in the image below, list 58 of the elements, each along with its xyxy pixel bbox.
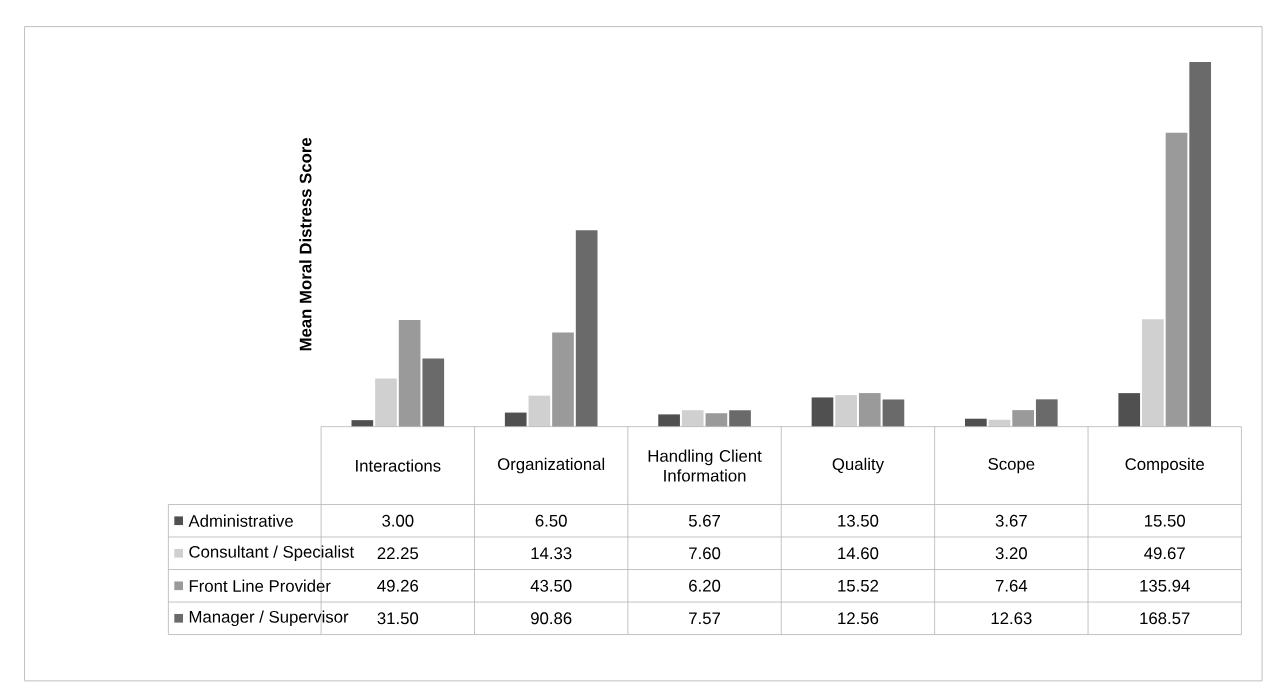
data-label: 12.63 <box>991 612 1032 625</box>
data-label: 5.67 <box>688 514 721 527</box>
data-label: 3.00 <box>382 514 414 527</box>
x-tick-label: Composite <box>1125 457 1204 474</box>
bar <box>858 393 881 427</box>
data-label: 49.67 <box>1144 547 1185 560</box>
bar <box>681 410 704 427</box>
data-label: 135.94 <box>1140 579 1190 592</box>
y-axis-title: Mean Moral Distress Score <box>299 137 312 351</box>
x-tick-label: Interactions <box>356 459 441 472</box>
data-label: 3.67 <box>995 514 1027 527</box>
legend-label: Administrative <box>188 514 293 527</box>
x-tick-label: Organizational <box>497 457 605 474</box>
bar <box>811 397 834 427</box>
bar <box>729 410 751 427</box>
bar <box>1035 399 1058 427</box>
bar <box>398 320 421 427</box>
data-label: 168.57 <box>1140 612 1190 625</box>
bar <box>504 412 527 427</box>
data-label: 22.25 <box>377 547 419 560</box>
bar <box>528 395 551 427</box>
bar <box>575 230 598 427</box>
bar <box>882 399 905 427</box>
data-label: 6.50 <box>535 514 567 527</box>
bar <box>835 395 857 427</box>
bar <box>1189 62 1212 427</box>
data-label: 15.50 <box>1145 514 1185 527</box>
data-label: 31.50 <box>377 612 419 625</box>
data-label: 7.57 <box>689 612 721 625</box>
bar <box>351 420 374 427</box>
data-label: 90.86 <box>531 612 572 625</box>
bar <box>1142 319 1164 427</box>
bar <box>705 413 728 427</box>
bar <box>375 378 397 427</box>
data-label: 43.50 <box>530 579 572 592</box>
data-label: 12.56 <box>838 612 879 625</box>
data-label: 14.60 <box>838 547 879 560</box>
bar <box>422 358 445 427</box>
legend-label: Manager / Supervisor <box>189 610 349 627</box>
data-label: 49.26 <box>377 579 419 592</box>
bar <box>1118 393 1141 427</box>
bar <box>1165 132 1188 427</box>
x-tick-label: Quality <box>832 457 884 474</box>
x-tick-label: Scope <box>988 458 1035 474</box>
legend-label: Consultant / Specialist <box>189 545 355 562</box>
x-tick-label: Handling Client Information <box>648 449 762 482</box>
data-label: 15.52 <box>838 579 879 592</box>
data-label: 7.60 <box>689 547 721 560</box>
data-label: 13.50 <box>838 514 879 527</box>
bar <box>1012 410 1034 427</box>
legend-label: Front Line Provider <box>189 579 331 592</box>
bar <box>552 332 574 427</box>
data-label: 7.64 <box>995 579 1028 592</box>
data-label: 14.33 <box>531 547 572 560</box>
data-label: 6.20 <box>689 579 721 592</box>
bar <box>965 418 987 427</box>
data-label: 3.20 <box>995 547 1027 560</box>
bar <box>658 414 680 427</box>
